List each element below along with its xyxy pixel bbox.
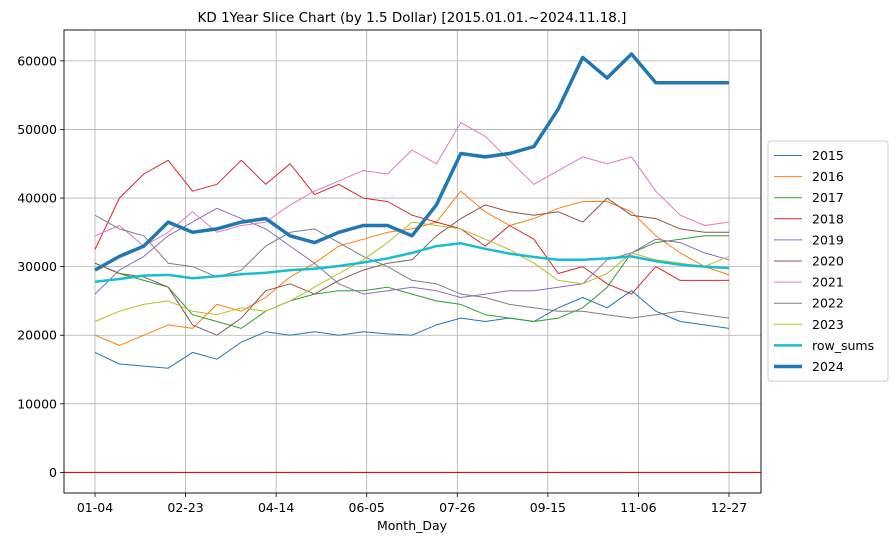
x-tick-label: 11-06: [620, 500, 656, 515]
series-line-2019: [94, 207, 730, 298]
series-line-2024: [94, 52, 729, 272]
legend-label: 2023: [812, 317, 844, 332]
series-lines: [94, 52, 730, 369]
x-tick-label: 02-23: [167, 500, 203, 515]
series-line-2016: [94, 190, 730, 346]
series-line-2021: [94, 122, 730, 247]
x-tick-label: 12-27: [711, 500, 747, 515]
legend-label: 2024: [812, 359, 844, 374]
plot-frame: [64, 30, 761, 493]
y-ticks: 0 10000 20000 30000 40000 50000 60000: [17, 53, 64, 480]
legend: 2015 2016 2017 2018 2019 2020 2021 2022 2023 row_…: [767, 140, 889, 382]
x-tick-label: 07-26: [439, 500, 475, 515]
legend-label: 2016: [812, 169, 844, 184]
x-axis-label: Month_Day: [377, 518, 448, 533]
x-tick-label: 09-15: [530, 500, 566, 515]
x-tick-label: 04-14: [258, 500, 294, 515]
legend-label: 2019: [812, 232, 844, 247]
legend-label: 2022: [812, 296, 844, 311]
y-tick-label: 30000: [17, 259, 57, 274]
series-line-2020: [94, 197, 729, 336]
series-line-2022: [94, 214, 730, 319]
series-line-2017: [94, 235, 729, 329]
series-line-row-sums: [94, 242, 730, 283]
legend-label: 2021: [812, 275, 844, 290]
x-ticks: 01-04 02-23 04-14 06-05 07-26 09-15 11-06 12-27: [77, 493, 747, 515]
legend-label: 2015: [812, 148, 844, 163]
series-line-2023: [94, 221, 730, 322]
x-tick-label: 06-05: [349, 500, 385, 515]
y-tick-label: 50000: [17, 122, 57, 137]
legend-box: [767, 140, 889, 382]
x-tick-label: 01-04: [77, 500, 113, 515]
chart-title: KD 1Year Slice Chart (by 1.5 Dollar) [20…: [198, 10, 627, 26]
legend-label: 2017: [812, 190, 844, 205]
series-line-2015: [94, 290, 730, 369]
y-tick-label: 0: [49, 465, 57, 480]
y-tick-label: 60000: [17, 53, 57, 68]
y-tick-label: 40000: [17, 191, 57, 206]
series-line-2018: [94, 159, 729, 295]
legend-label: 2018: [812, 211, 844, 226]
legend-label: row_sums: [812, 338, 874, 353]
y-tick-label: 20000: [17, 328, 57, 343]
legend-label: 2020: [812, 254, 844, 269]
y-tick-label: 10000: [17, 396, 57, 411]
plot-border: [63, 29, 762, 494]
